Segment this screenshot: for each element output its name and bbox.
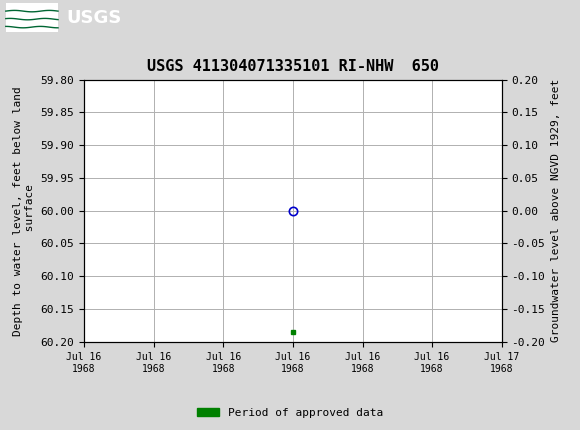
Legend: Period of approved data: Period of approved data [193, 403, 387, 422]
Title: USGS 411304071335101 RI-NHW  650: USGS 411304071335101 RI-NHW 650 [147, 59, 439, 74]
Y-axis label: Depth to water level, feet below land
 surface: Depth to water level, feet below land su… [13, 86, 35, 335]
Y-axis label: Groundwater level above NGVD 1929, feet: Groundwater level above NGVD 1929, feet [551, 79, 561, 342]
FancyBboxPatch shape [6, 3, 58, 32]
Text: USGS: USGS [67, 9, 122, 27]
